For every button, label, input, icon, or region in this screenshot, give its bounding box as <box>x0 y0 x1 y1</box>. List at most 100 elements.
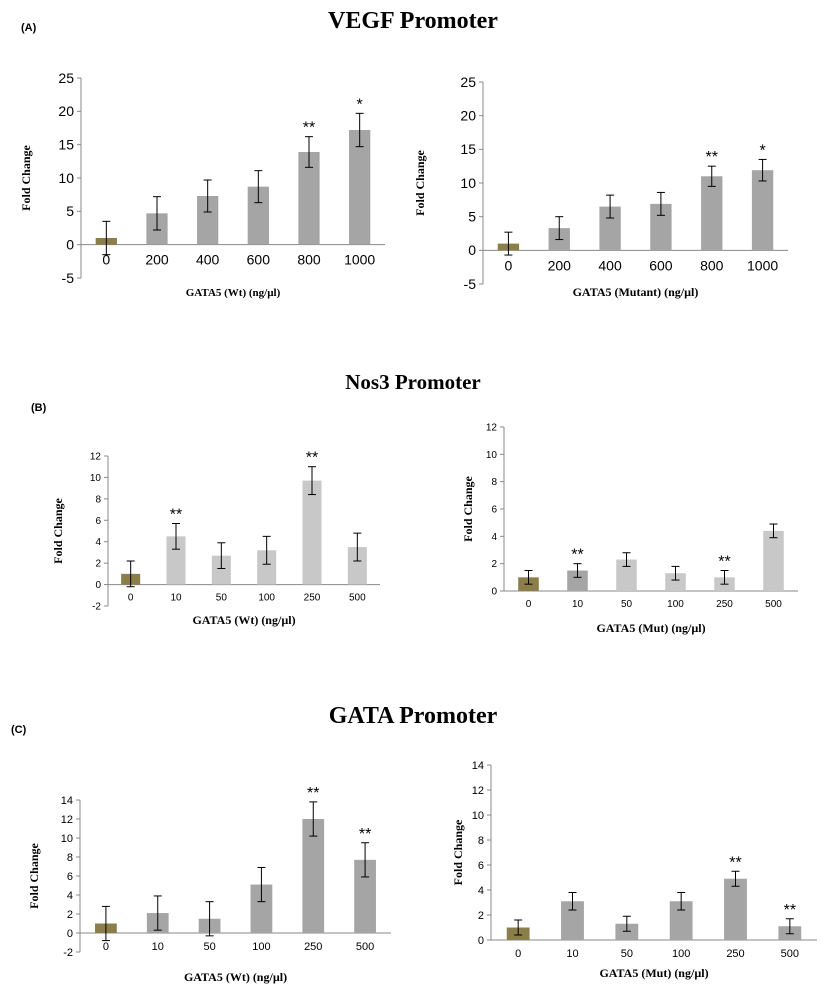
y-tick-label: 10 <box>90 473 102 484</box>
x-tick-label: 250 <box>726 948 744 960</box>
y-tick-label: 15 <box>58 137 74 153</box>
x-axis-title: GATA5 (Wt) (ng/µl) <box>186 287 281 299</box>
y-tick-label: -5 <box>464 276 477 292</box>
bar <box>724 878 747 940</box>
significance-marker: ** <box>306 450 318 467</box>
x-tick-label: 500 <box>781 948 799 960</box>
bar <box>701 176 723 251</box>
y-tick-label: 12 <box>90 452 102 463</box>
x-tick-label: 100 <box>667 599 684 610</box>
x-tick-label: 0 <box>103 941 109 953</box>
y-tick-label: 10 <box>486 450 498 461</box>
bar <box>349 130 371 245</box>
significance-marker: ** <box>303 120 315 137</box>
x-tick-label: 500 <box>765 599 782 610</box>
x-tick-label: 400 <box>598 257 622 273</box>
significance-marker: ** <box>784 902 796 919</box>
y-tick-label: 25 <box>58 70 74 86</box>
x-tick-label: 0 <box>505 257 513 273</box>
x-tick-label: 600 <box>247 252 271 268</box>
y-tick-label: -2 <box>63 947 73 959</box>
x-tick-label: 1000 <box>344 252 375 268</box>
y-axis-title: Fold Change <box>27 842 41 908</box>
y-tick-label: 8 <box>491 477 497 488</box>
bar <box>302 819 325 933</box>
significance-marker: ** <box>729 854 741 871</box>
y-tick-label: 12 <box>486 423 498 434</box>
significance-marker: ** <box>307 785 319 802</box>
y-axis-title: Fold Change <box>51 497 65 563</box>
y-tick-label: 0 <box>95 580 101 591</box>
y-tick-label: 0 <box>67 928 73 940</box>
x-tick-label: 0 <box>526 599 532 610</box>
y-tick-label: 25 <box>460 74 476 90</box>
x-tick-label: 250 <box>304 593 321 604</box>
y-tick-label: 2 <box>491 559 497 570</box>
x-tick-label: 600 <box>649 257 673 273</box>
bar <box>669 901 693 940</box>
x-tick-label: 50 <box>621 599 633 610</box>
x-tick-label: 10 <box>572 599 584 610</box>
y-tick-label: 10 <box>472 810 484 822</box>
x-tick-label: 400 <box>196 252 220 268</box>
y-tick-label: 0 <box>478 935 484 947</box>
significance-marker: ** <box>170 507 182 524</box>
bar <box>665 573 686 591</box>
x-axis-title: GATA5 (Wt) (ng/µl) <box>192 613 295 627</box>
y-tick-label: 0 <box>468 242 476 258</box>
bar <box>599 206 621 251</box>
y-axis-title: Fold Change <box>19 144 33 210</box>
bar <box>561 901 584 940</box>
y-axis-title: Fold Change <box>451 819 465 885</box>
x-tick-label: 50 <box>216 593 228 604</box>
x-tick-label: 200 <box>548 257 572 273</box>
y-tick-label: 15 <box>460 141 476 157</box>
x-tick-label: 100 <box>252 941 270 953</box>
x-tick-label: 0 <box>128 593 134 604</box>
y-tick-label: 12 <box>472 785 484 797</box>
x-tick-label: 250 <box>716 599 733 610</box>
x-tick-label: 500 <box>356 941 374 953</box>
bar <box>197 196 219 245</box>
x-axis-title: GATA5 (Wt) (ng/µl) <box>184 970 287 984</box>
x-tick-label: 250 <box>304 941 322 953</box>
y-tick-label: 6 <box>491 505 497 516</box>
bar <box>567 570 588 591</box>
y-tick-label: 8 <box>95 494 101 505</box>
y-tick-label: 4 <box>478 885 484 897</box>
y-tick-label: 10 <box>61 833 73 845</box>
significance-marker: * <box>759 142 765 159</box>
panel-label-a: (A) <box>21 22 37 34</box>
bar <box>247 186 269 245</box>
x-tick-label: 800 <box>700 257 724 273</box>
x-tick-label: 500 <box>349 593 366 604</box>
bar <box>257 550 277 585</box>
y-tick-label: 5 <box>468 209 476 225</box>
y-tick-label: 14 <box>61 795 73 807</box>
y-tick-label: 5 <box>66 203 74 219</box>
y-tick-label: 12 <box>61 814 73 826</box>
y-axis-title: Fold Change <box>413 149 427 215</box>
x-tick-label: 100 <box>258 593 275 604</box>
y-axis-title: Fold Change <box>461 475 475 541</box>
bar <box>250 884 273 933</box>
x-axis-title: GATA5 (Mutant) (ng/µl) <box>573 285 699 299</box>
section-title-vegf: VEGF Promoter <box>328 8 498 34</box>
x-tick-label: 100 <box>672 948 690 960</box>
x-tick-label: 200 <box>145 252 169 268</box>
y-tick-label: 4 <box>491 532 497 543</box>
significance-marker: ** <box>718 554 730 571</box>
y-tick-label: 10 <box>58 170 74 186</box>
x-tick-label: 10 <box>152 941 164 953</box>
y-tick-label: 2 <box>478 910 484 922</box>
bar <box>354 859 376 933</box>
y-tick-label: 10 <box>460 175 476 191</box>
panel-label-b: (B) <box>31 402 47 414</box>
y-tick-label: 6 <box>95 516 101 527</box>
y-tick-label: 14 <box>472 760 484 772</box>
